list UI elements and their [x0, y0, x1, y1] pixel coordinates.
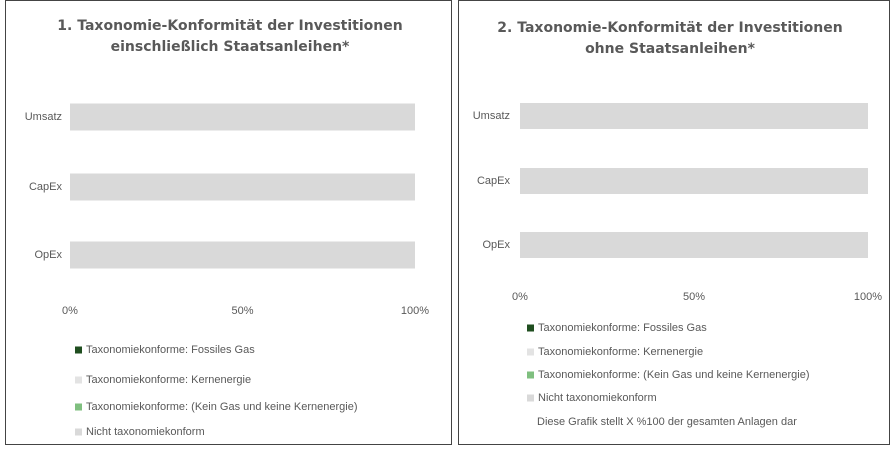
category-label: Umsatz: [473, 110, 510, 122]
bar-segment: [520, 232, 868, 258]
note: Diese Grafik stellt X %100 der gesamten …: [537, 416, 797, 428]
legend-swatch: [75, 428, 82, 436]
x-tick-label: 0%: [62, 305, 78, 317]
panel-border: [5, 0, 452, 445]
category-label: OpEx: [482, 239, 510, 251]
x-tick-label: 0%: [512, 291, 528, 303]
bar-segment: [520, 103, 868, 129]
x-tick-label: 100%: [401, 305, 429, 317]
bar-segment: [520, 168, 868, 194]
legend-swatch: [527, 371, 534, 379]
category-label: OpEx: [34, 249, 62, 261]
legend-swatch: [75, 403, 82, 411]
title-box: 2. Taxonomie-Konformität der Investition…: [497, 20, 843, 57]
legend-label: Taxonomiekonforme: Fossiles Gas: [538, 322, 707, 334]
bar-segment: [70, 241, 415, 269]
category-label: CapEx: [29, 181, 63, 193]
legend-swatch: [75, 376, 82, 384]
legend-label: Nicht taxonomiekonform: [538, 392, 657, 404]
legend-swatch: [527, 394, 534, 402]
bar-segment: [70, 173, 415, 201]
legend-label: Taxonomiekonforme: (Kein Gas und keine K…: [538, 369, 809, 381]
legend-swatch: [75, 346, 82, 354]
x-tick-label: 100%: [854, 291, 882, 303]
x-tick-label: 50%: [683, 291, 705, 303]
x-tick-label: 50%: [231, 305, 253, 317]
legend-label: Taxonomiekonforme: (Kein Gas und keine K…: [86, 401, 357, 413]
legend-swatch: [527, 348, 534, 356]
category-label: CapEx: [477, 175, 511, 187]
chart-title: 1. Taxonomie-Konformität der Investition…: [57, 18, 403, 55]
legend-label: Taxonomiekonforme: Fossiles Gas: [86, 344, 255, 356]
chart-title: 2. Taxonomie-Konformität der Investition…: [497, 20, 843, 57]
legend-swatch: [527, 324, 534, 332]
title-box: 1. Taxonomie-Konformität der Investition…: [57, 18, 403, 55]
legend-label: Taxonomiekonforme: Kernenergie: [538, 346, 703, 358]
panel-border: [458, 0, 890, 445]
bar-segment: [70, 103, 415, 131]
legend-label: Nicht taxonomiekonform: [86, 426, 205, 438]
legend-label: Taxonomiekonforme: Kernenergie: [86, 374, 251, 386]
category-label: Umsatz: [25, 111, 62, 123]
